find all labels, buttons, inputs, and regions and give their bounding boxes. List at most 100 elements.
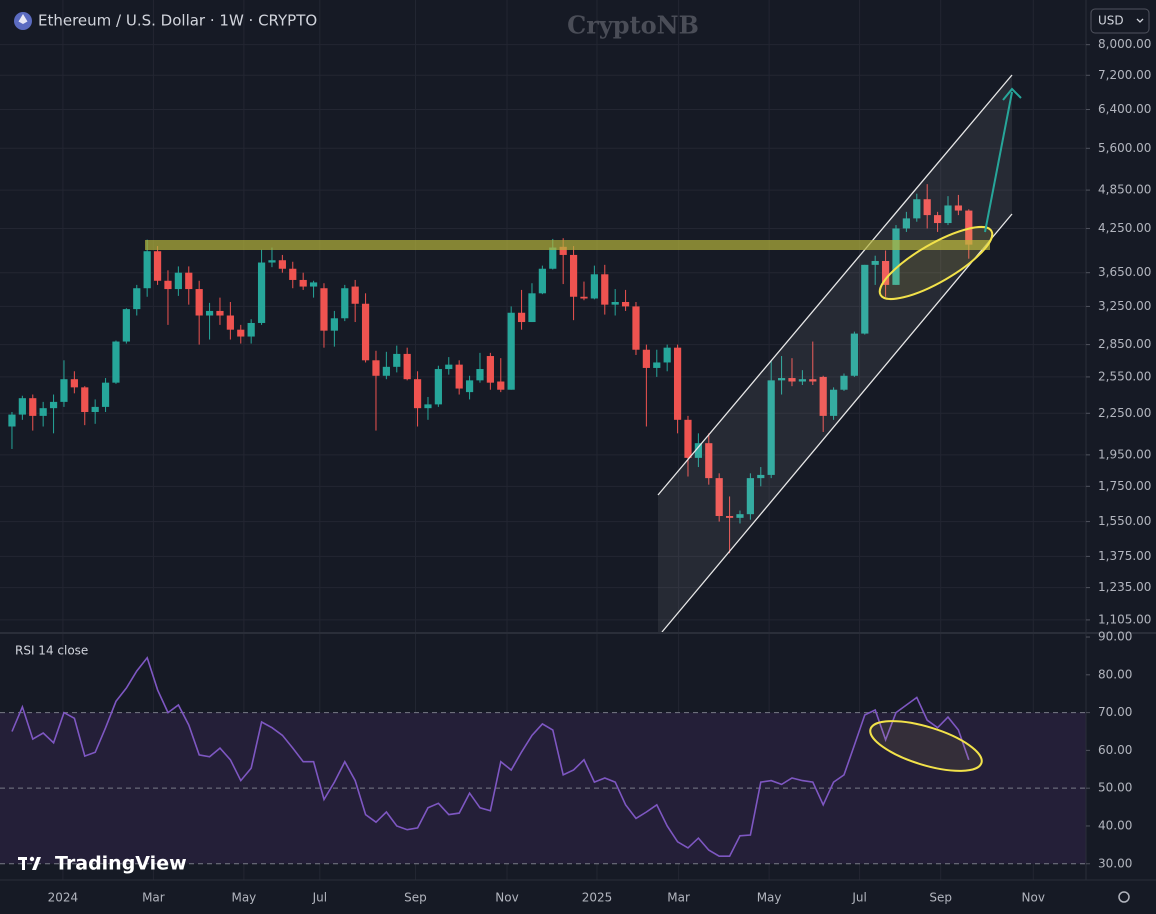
grid	[0, 0, 1086, 880]
y-tick-label: 1,375.00	[1098, 549, 1151, 563]
candle-body	[341, 288, 349, 319]
candle-body	[330, 318, 338, 331]
brand-glyph	[32, 857, 41, 870]
y-tick-label: 2,850.00	[1098, 337, 1151, 351]
y-tick-label: 90.00	[1098, 630, 1132, 644]
candle-body	[736, 514, 744, 518]
candle-body	[621, 301, 630, 307]
candle-body	[424, 404, 432, 409]
candle-body	[486, 356, 494, 383]
y-tick-label: 50.00	[1098, 781, 1132, 795]
currency-chevron	[1136, 18, 1144, 23]
candle-body	[861, 264, 869, 334]
drawings	[145, 74, 1022, 772]
candle-body	[517, 312, 526, 323]
brand-glyph	[29, 856, 35, 862]
candle-body	[18, 398, 26, 415]
candle-body	[559, 246, 567, 255]
candle-body	[809, 379, 817, 382]
y-tick-label: 4,850.00	[1098, 183, 1151, 197]
candle-body	[954, 205, 962, 211]
brand-name: TradingView	[55, 853, 187, 875]
candle-body	[361, 303, 370, 361]
candle-body	[767, 380, 775, 475]
y-tick-label: 1,235.00	[1098, 580, 1151, 594]
y-tick-label: 40.00	[1098, 818, 1132, 832]
y-tick-label: 2,550.00	[1098, 369, 1151, 383]
candle-body	[632, 306, 640, 350]
x-tick-label: Nov	[495, 891, 518, 905]
y-tick-label: 2,250.00	[1098, 406, 1151, 420]
candle-body	[164, 280, 172, 290]
y-tick-label: 6,400.00	[1098, 102, 1151, 116]
candle-body	[497, 381, 505, 390]
candle-body	[91, 406, 99, 412]
candle-body	[226, 315, 234, 330]
candle-body	[902, 218, 910, 229]
currency-select[interactable]	[1090, 8, 1150, 34]
y-tick-label: 1,105.00	[1098, 612, 1151, 626]
y-tick-label: 1,950.00	[1098, 447, 1151, 461]
candle-body	[382, 366, 390, 376]
y-tick-label: 1,750.00	[1098, 479, 1151, 493]
candle-body	[850, 333, 858, 376]
candle-body	[247, 322, 255, 337]
x-tick-label: 2024	[48, 891, 79, 905]
x-tick-label: Sep	[929, 891, 952, 905]
candle-body	[881, 260, 890, 285]
candle-body	[757, 474, 765, 479]
candle-body	[81, 387, 89, 412]
candle-body	[143, 251, 151, 289]
channel-lower	[661, 213, 1013, 633]
candle-body	[663, 347, 671, 363]
highlight-ellipse	[878, 226, 994, 300]
candle-body	[237, 329, 245, 337]
arrow-head	[1002, 87, 1022, 101]
candle-body	[205, 310, 214, 316]
candle-body	[829, 389, 838, 416]
candle-body	[746, 478, 754, 515]
currency-label: USD	[1098, 14, 1124, 28]
y-tick-label: 80.00	[1098, 667, 1132, 681]
candle-body	[611, 301, 619, 305]
candle-body	[39, 408, 47, 416]
candle-body	[871, 260, 879, 265]
candle-body	[403, 353, 411, 380]
x-tick-label: Mar	[142, 891, 165, 905]
y-tick-label: 3,650.00	[1098, 265, 1151, 279]
x-tick-label: 2025	[582, 891, 613, 905]
y-tick-label: 60.00	[1098, 743, 1132, 757]
candle-body	[465, 380, 474, 393]
candle-body	[684, 419, 692, 458]
candle-body	[195, 289, 203, 316]
candle-body	[49, 401, 58, 409]
watermark: CryptoNB	[567, 11, 699, 40]
candle-body	[788, 378, 796, 382]
x-tick-label: Nov	[1022, 891, 1045, 905]
rsi-line	[11, 656, 970, 857]
channel-upper	[657, 74, 1013, 496]
candle-body	[840, 375, 848, 390]
candle-body	[372, 360, 380, 376]
settings-button[interactable]	[1118, 891, 1130, 903]
candle-body	[549, 247, 557, 269]
candle-body	[8, 414, 16, 427]
channel-fill	[658, 75, 1012, 632]
candle-body	[413, 379, 422, 409]
candle-body	[642, 349, 650, 368]
candle-body	[913, 199, 921, 219]
candle-body	[434, 369, 442, 405]
x-tick-label: Jul	[312, 891, 327, 905]
resistance-zone	[145, 240, 990, 250]
x-tick-label: Jul	[851, 891, 866, 905]
candle-body	[933, 215, 942, 224]
axis-labels: 2024 Mar May Jul Sep Nov 2025 Mar May Jul Sep Nov 1,…	[48, 37, 1152, 904]
candle-body	[60, 379, 68, 402]
candle-body	[153, 251, 162, 281]
candle-body	[798, 379, 806, 382]
y-tick-label: 3,250.00	[1098, 299, 1151, 313]
candle-body	[309, 282, 318, 287]
candle-body	[455, 364, 463, 389]
y-tick-label: 70.00	[1098, 705, 1132, 719]
